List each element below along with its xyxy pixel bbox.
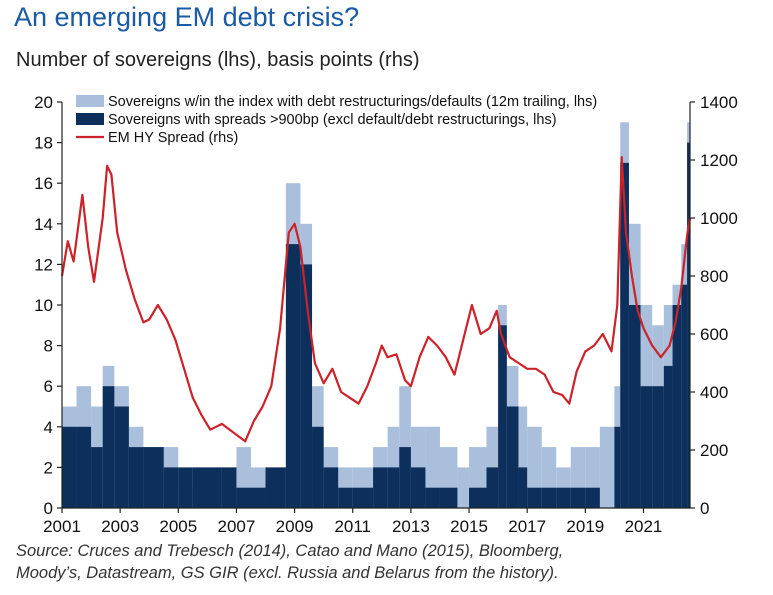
source-note: Source: Cruces and Trebesch (2014), Cata…: [16, 540, 756, 584]
x-tick-label-9: 2019: [566, 517, 604, 536]
bar-s1-44: [672, 305, 682, 508]
bar-s1-40: [628, 305, 641, 508]
bar-s1-46: [687, 142, 690, 508]
bar-s1-13: [265, 467, 286, 508]
x-tick-label-7: 2015: [450, 517, 488, 536]
right-tick-label-5: 1000: [700, 209, 738, 228]
bar-s1-36: [585, 487, 600, 508]
em-hy-spread-line: [60, 156, 692, 443]
bar-s1-14: [285, 244, 301, 508]
bar-s1-28: [486, 467, 499, 508]
bar-s1-20: [373, 467, 388, 508]
legend: Sovereigns w/in the index with debt rest…: [76, 94, 597, 146]
bar-s0-26: [457, 467, 470, 508]
right-tick-label-0: 0: [700, 499, 709, 518]
bar-s1-32: [527, 487, 542, 508]
bar-s1-5: [128, 447, 144, 508]
bar-s1-3: [102, 386, 115, 508]
x-tick-label-3: 2007: [218, 517, 256, 536]
left-tick-label-10: 20: [34, 93, 53, 112]
x-tick-label-1: 2003: [101, 517, 139, 536]
x-tick-label-10: 2021: [625, 517, 663, 536]
right-tick-label-6: 1200: [700, 151, 738, 170]
legend-label-restructurings: Sovereigns w/in the index with debt rest…: [108, 94, 597, 110]
left-axis-ticks: 0 2 4 6 8 10 12 14 16 18 20: [34, 93, 62, 518]
right-tick-label-4: 800: [700, 267, 728, 286]
bar-s1-4: [114, 406, 129, 508]
left-tick-label-0: 0: [44, 499, 53, 518]
bar-s1-17: [323, 467, 339, 508]
source-line-2: Moody’s, Datastream, GS GIR (excl. Russi…: [16, 564, 559, 582]
bar-s1-10: [221, 467, 237, 508]
bar-s1-8: [178, 467, 193, 508]
bar-s1-2: [91, 447, 103, 508]
right-axis-ticks: 0 200 400 600 800 1000 1200 1400: [690, 93, 738, 518]
bars-dark-layer: [62, 142, 690, 508]
bar-s1-16: [312, 426, 324, 508]
legend-swatch-restructurings: [76, 95, 104, 107]
bar-s1-41: [640, 386, 653, 508]
x-tick-label-8: 2017: [508, 517, 546, 536]
bar-s1-35: [570, 487, 586, 508]
legend-label-spread-line: EM HY Spread (rhs): [108, 130, 238, 146]
bar-s1-15: [300, 264, 313, 508]
x-tick-label-5: 2011: [334, 517, 371, 536]
left-tick-label-1: 2: [44, 458, 53, 477]
x-tick-label-6: 2013: [392, 517, 430, 536]
left-tick-label-2: 4: [44, 418, 53, 437]
x-axis-ticks: 2001 2003 2005 2007 2009 2011 2013 2015 2017 2019…: [43, 508, 662, 536]
bar-s1-21: [387, 467, 400, 508]
x-tick-label-0: 2001: [43, 517, 81, 536]
bar-s1-24: [425, 487, 440, 508]
source-line-1: Source: Cruces and Trebesch (2014), Cata…: [16, 542, 564, 560]
bar-s1-27: [469, 487, 487, 508]
right-tick-label-1: 200: [700, 441, 728, 460]
bar-s1-34: [556, 487, 571, 508]
bar-s1-0: [62, 426, 77, 508]
bar-s1-11: [236, 487, 251, 508]
bar-s0-37: [599, 426, 615, 508]
bar-s1-45: [681, 284, 688, 508]
bar-s1-43: [663, 365, 673, 508]
left-tick-label-3: 6: [44, 377, 53, 396]
left-tick-label-5: 10: [34, 296, 53, 315]
bar-s1-29: [498, 325, 507, 508]
bar-s1-6: [143, 447, 164, 508]
bar-s1-12: [250, 487, 266, 508]
chart-area: 0 2 4 6 8 10 12 14 16 18 20 0 200 400 600 800 1000 1200 1…: [34, 93, 738, 536]
legend-swatch-spreads: [76, 113, 104, 125]
bar-s1-22: [399, 447, 411, 508]
bar-s1-7: [163, 467, 179, 508]
bar-s1-31: [518, 467, 528, 508]
bar-s1-1: [76, 426, 92, 508]
bar-s1-9: [192, 467, 222, 508]
bar-s1-25: [439, 487, 458, 508]
left-tick-label-7: 14: [34, 215, 53, 234]
bar-s1-30: [506, 406, 519, 508]
left-tick-label-4: 8: [44, 337, 53, 356]
chart-subtitle: Number of sovereigns (lhs), basis points…: [16, 49, 420, 71]
bar-s1-18: [338, 487, 353, 508]
bar-s1-38: [614, 426, 621, 508]
left-tick-label-8: 16: [34, 174, 53, 193]
legend-label-spreads: Sovereigns with spreads >900bp (excl def…: [108, 112, 557, 128]
chart-title: An emerging EM debt crisis?: [14, 2, 360, 32]
right-tick-label-2: 400: [700, 383, 728, 402]
left-tick-label-6: 12: [34, 255, 53, 274]
right-tick-label-3: 600: [700, 325, 728, 344]
bar-s1-33: [541, 487, 557, 508]
x-tick-label-4: 2009: [276, 517, 314, 536]
left-tick-label-9: 18: [34, 134, 53, 153]
right-tick-label-7: 1400: [700, 93, 738, 112]
x-tick-label-2: 2005: [159, 517, 197, 536]
bar-s1-42: [652, 386, 664, 508]
bar-s1-39: [620, 162, 629, 508]
bar-s0-31: [518, 406, 528, 508]
bar-s1-23: [410, 467, 426, 508]
bar-s1-19: [352, 487, 374, 508]
